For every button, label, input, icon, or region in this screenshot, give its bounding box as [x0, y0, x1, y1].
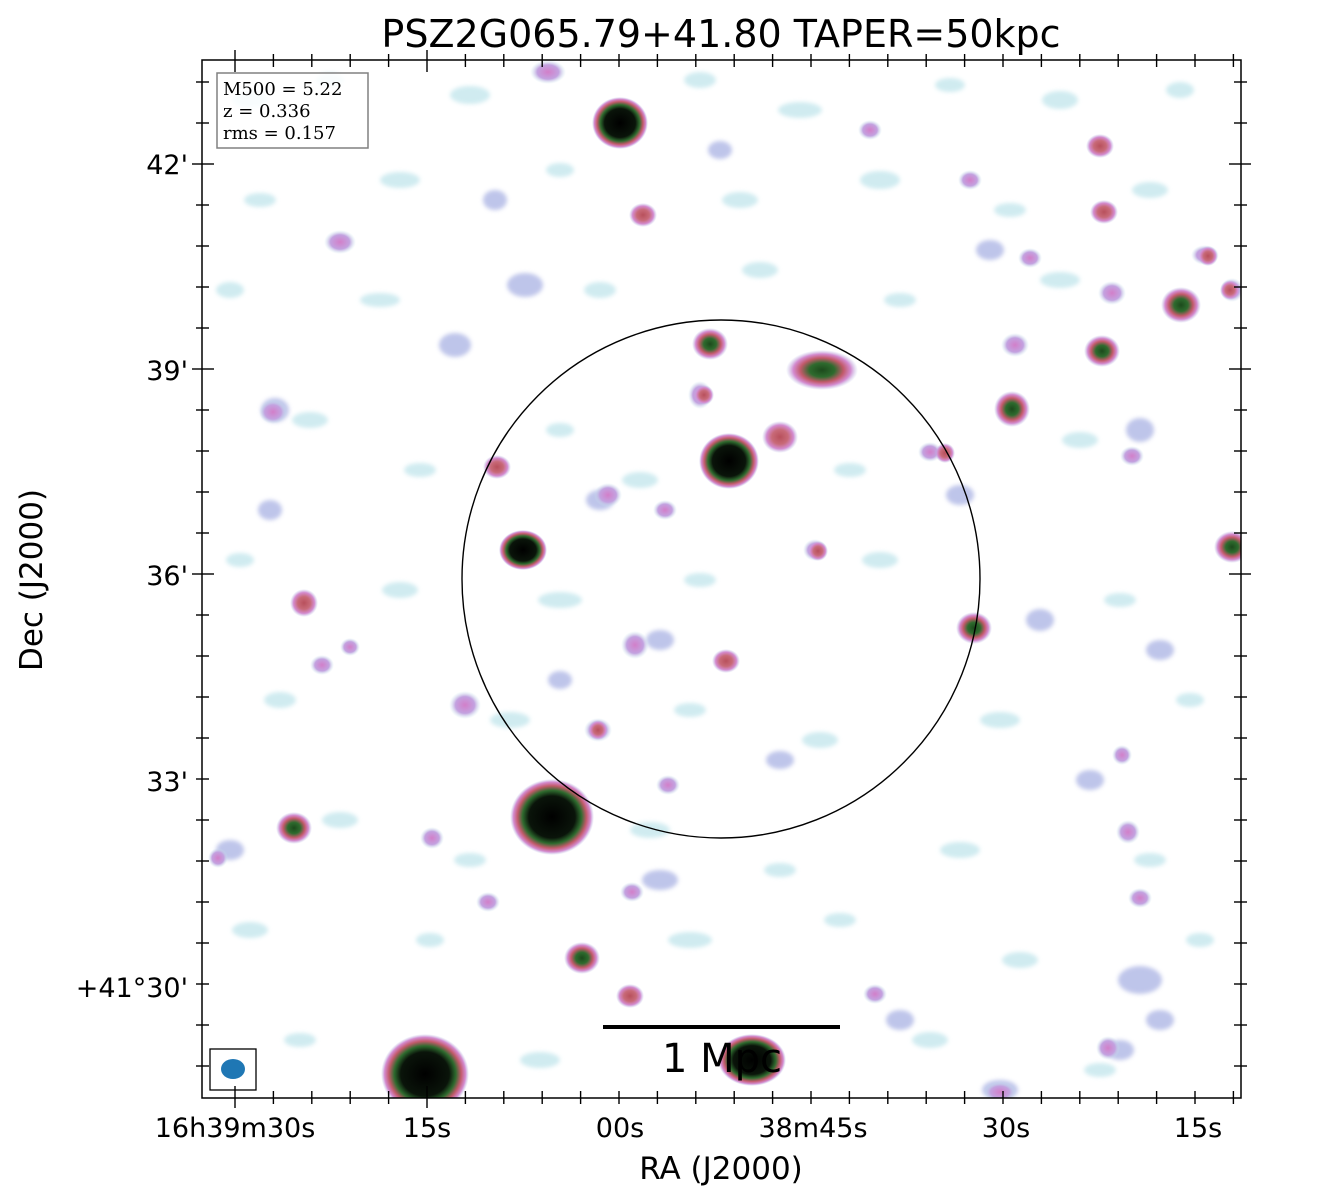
saturated-sources — [381, 97, 786, 1098]
beam-ellipse — [221, 1059, 245, 1079]
x-tick-label: 30s — [982, 1113, 1030, 1144]
scale-bar-label: 1 Mpc — [662, 1036, 782, 1082]
x-tick-label: 15s — [403, 1113, 451, 1144]
x-tick-label: 16h39m30s — [155, 1113, 316, 1144]
y-tick-label: 36' — [146, 561, 188, 592]
rms-text: rms = 0.157 — [223, 123, 336, 144]
y-tick-labels: 42' 39' 36' 33' +41°30' — [76, 150, 188, 1004]
radio-image: 1 Mpc M500 = 5.22 z = 0.336 rms = 0.157 — [202, 60, 1241, 1098]
y-tick-label: 33' — [146, 767, 188, 798]
noise-emission — [216, 72, 1214, 1077]
x-tick-label: 00s — [596, 1113, 644, 1144]
x-tick-labels: 16h39m30s 15s 00s 38m45s 30s 15s — [155, 1113, 1223, 1144]
info-box: M500 = 5.22 z = 0.336 rms = 0.157 — [216, 72, 369, 149]
compact-sources — [290, 134, 1240, 1008]
bright-sources — [276, 287, 1241, 974]
redshift-text: z = 0.336 — [223, 101, 311, 122]
y-tick-label: 42' — [146, 150, 188, 181]
x-axis-label: RA (J2000) — [639, 1151, 803, 1187]
axis-ticks — [192, 50, 1251, 1108]
m500-text: M500 = 5.22 — [223, 79, 342, 100]
r500-circle — [461, 319, 981, 839]
y-tick-label: 39' — [146, 356, 188, 387]
x-tick-label: 15s — [1174, 1113, 1222, 1144]
x-tick-label: 38m45s — [758, 1113, 867, 1144]
y-tick-label: +41°30' — [76, 973, 188, 1004]
plot-frame — [201, 59, 1242, 1099]
beam-box — [209, 1048, 257, 1091]
plot-title: PSZ2G065.79+41.80 TAPER=50kpc — [381, 12, 1060, 56]
y-axis-label: Dec (J2000) — [14, 489, 50, 671]
